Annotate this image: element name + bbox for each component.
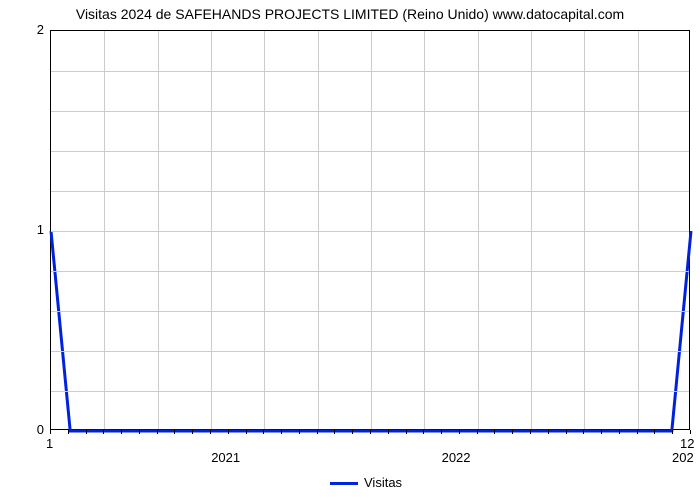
x-year-label: 2021 bbox=[211, 450, 240, 465]
x-left-label: 1 bbox=[46, 436, 53, 451]
x-minor-tick bbox=[246, 430, 247, 434]
x-minor-tick bbox=[423, 430, 424, 434]
gridline-vertical bbox=[424, 31, 425, 429]
x-minor-tick bbox=[459, 430, 460, 434]
x-minor-tick bbox=[512, 430, 513, 434]
gridline-vertical bbox=[158, 31, 159, 429]
x-minor-tick bbox=[530, 430, 531, 434]
x-minor-tick bbox=[317, 430, 318, 434]
y-tick-label: 0 bbox=[24, 422, 44, 437]
gridline-vertical bbox=[638, 31, 639, 429]
gridline-horizontal bbox=[51, 271, 689, 272]
x-minor-tick bbox=[672, 430, 673, 434]
x-minor-tick bbox=[121, 430, 122, 434]
gridline-horizontal bbox=[51, 191, 689, 192]
gridline-vertical bbox=[264, 31, 265, 429]
x-minor-tick bbox=[103, 430, 104, 434]
legend-swatch bbox=[330, 482, 358, 485]
x-minor-tick bbox=[86, 430, 87, 434]
x-minor-tick bbox=[566, 430, 567, 434]
x-right-label: 12 bbox=[680, 436, 694, 451]
gridline-horizontal bbox=[51, 351, 689, 352]
gridline-horizontal bbox=[51, 391, 689, 392]
y-tick-label: 1 bbox=[24, 222, 44, 237]
x-minor-tick bbox=[637, 430, 638, 434]
x-minor-tick bbox=[68, 430, 69, 434]
x-minor-tick bbox=[210, 430, 211, 434]
x-minor-tick bbox=[548, 430, 549, 434]
x-minor-tick bbox=[139, 430, 140, 434]
x-year-label: 202 bbox=[672, 450, 694, 465]
x-minor-tick bbox=[441, 430, 442, 434]
x-minor-tick bbox=[263, 430, 264, 434]
gridline-vertical bbox=[478, 31, 479, 429]
gridline-vertical bbox=[371, 31, 372, 429]
gridline-horizontal bbox=[51, 231, 689, 232]
gridline-horizontal bbox=[51, 151, 689, 152]
x-minor-tick bbox=[388, 430, 389, 434]
x-minor-tick bbox=[281, 430, 282, 434]
x-minor-tick bbox=[654, 430, 655, 434]
gridline-vertical bbox=[531, 31, 532, 429]
y-tick-label: 2 bbox=[24, 22, 44, 37]
x-minor-tick bbox=[334, 430, 335, 434]
x-minor-tick bbox=[619, 430, 620, 434]
x-minor-tick bbox=[601, 430, 602, 434]
x-minor-tick bbox=[352, 430, 353, 434]
x-minor-tick bbox=[690, 430, 691, 434]
chart-title: Visitas 2024 de SAFEHANDS PROJECTS LIMIT… bbox=[0, 6, 700, 22]
x-minor-tick bbox=[50, 430, 51, 434]
x-minor-tick bbox=[406, 430, 407, 434]
chart-container: Visitas 2024 de SAFEHANDS PROJECTS LIMIT… bbox=[0, 0, 700, 500]
gridline-vertical bbox=[584, 31, 585, 429]
x-minor-tick bbox=[583, 430, 584, 434]
x-minor-tick bbox=[299, 430, 300, 434]
legend-label: Visitas bbox=[364, 475, 402, 490]
gridline-vertical bbox=[211, 31, 212, 429]
x-minor-tick bbox=[174, 430, 175, 434]
gridline-horizontal bbox=[51, 111, 689, 112]
x-minor-tick bbox=[494, 430, 495, 434]
x-minor-tick bbox=[228, 430, 229, 434]
gridline-horizontal bbox=[51, 311, 689, 312]
x-minor-tick bbox=[157, 430, 158, 434]
x-minor-tick bbox=[370, 430, 371, 434]
gridline-vertical bbox=[318, 31, 319, 429]
legend: Visitas bbox=[330, 475, 402, 490]
x-minor-tick bbox=[192, 430, 193, 434]
gridline-horizontal bbox=[51, 71, 689, 72]
x-year-label: 2022 bbox=[442, 450, 471, 465]
x-minor-tick bbox=[477, 430, 478, 434]
gridline-vertical bbox=[104, 31, 105, 429]
plot-area bbox=[50, 30, 690, 430]
